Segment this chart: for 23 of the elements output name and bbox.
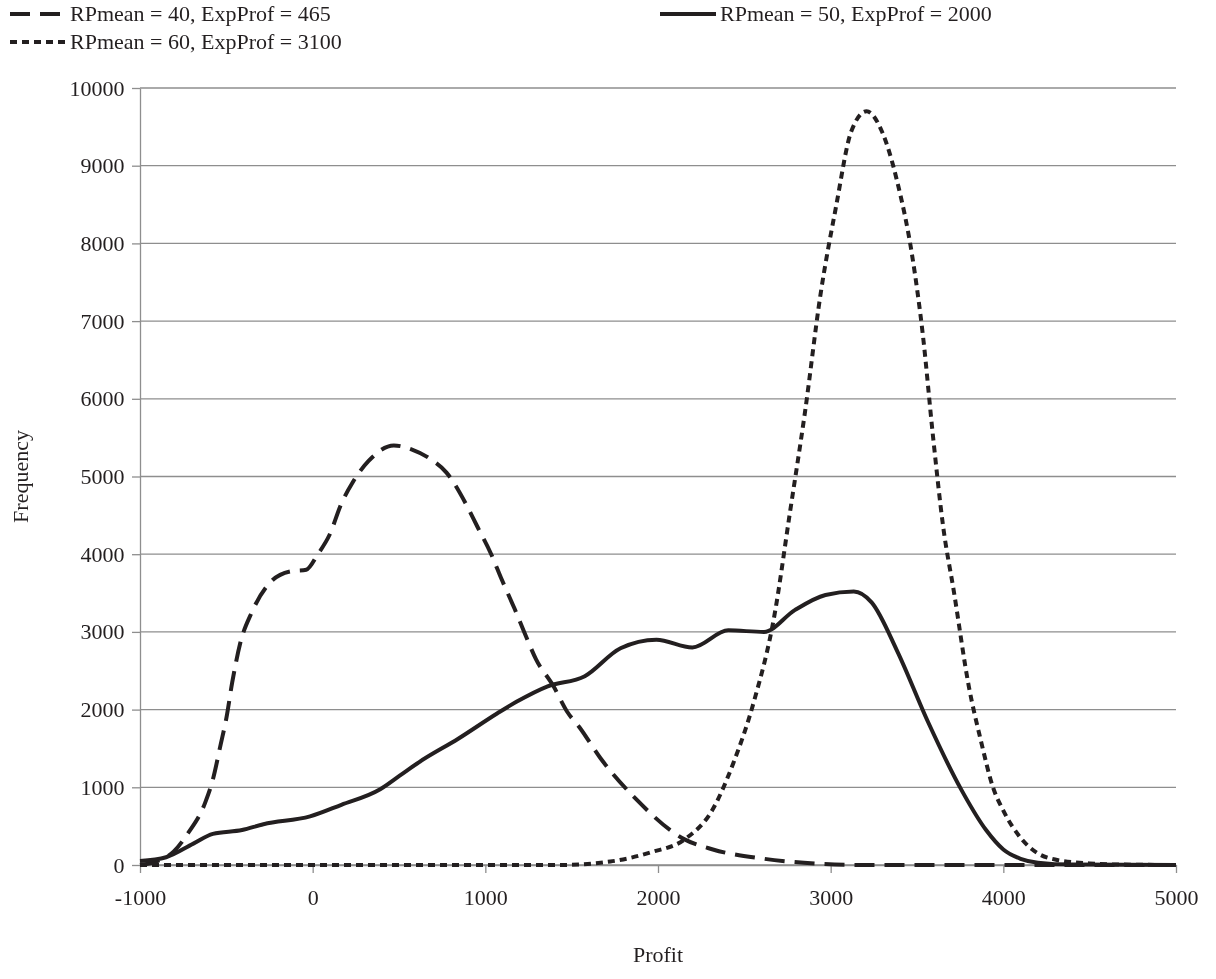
x-tick-label: 5000: [1154, 884, 1199, 910]
legend-label: RPmean = 60, ExpProf = 3100: [70, 29, 342, 54]
x-tick-label: 1000: [463, 884, 508, 910]
y-tick-label: 1000: [80, 774, 125, 800]
y-tick-label: 6000: [80, 386, 125, 412]
y-tick-label: 5000: [80, 464, 125, 490]
x-axis-title: Profit: [632, 942, 684, 967]
x-tick-label: 0: [307, 884, 319, 910]
y-tick-label: 3000: [80, 619, 125, 645]
y-tick-label: 4000: [80, 541, 125, 567]
y-axis-title: Frequency: [8, 430, 33, 523]
y-tick-label: 2000: [80, 697, 125, 723]
y-tick-label: 10000: [69, 75, 125, 101]
x-tick-label: 4000: [981, 884, 1026, 910]
x-tick-label: 2000: [636, 884, 681, 910]
y-tick-label: 7000: [80, 308, 125, 334]
legend-label: RPmean = 50, ExpProf = 2000: [720, 1, 992, 26]
y-tick-label: 0: [113, 852, 125, 878]
legend-label: RPmean = 40, ExpProf = 465: [70, 1, 331, 26]
x-tick-label: -1000: [114, 884, 167, 910]
x-tick-label: 3000: [809, 884, 854, 910]
y-tick-label: 8000: [80, 230, 125, 256]
y-tick-label: 9000: [80, 153, 125, 179]
